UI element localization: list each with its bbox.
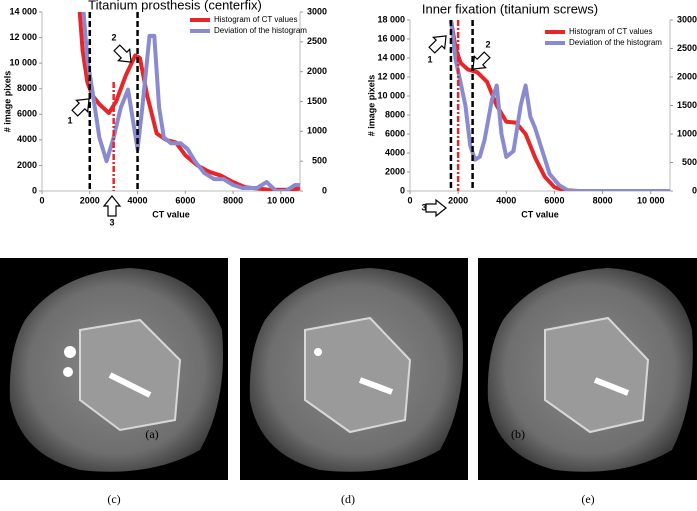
x-tick-label: 8000 [223,195,243,205]
ct-screw [358,377,394,395]
x-tick-label: 4000 [496,195,516,205]
y2-tick-label: 500 [682,157,697,167]
y-tick-label: 10 000 [9,58,37,68]
marker-arrow [102,195,122,217]
marker-label: 3 [109,217,114,227]
y2-tick-label: 0 [692,185,697,195]
y2-tick-label: 3000 [677,14,697,24]
caption: (c) [107,492,120,506]
ct-screw [108,372,152,398]
y-tick-label: 8000 [385,109,405,119]
ct-bone [544,316,650,434]
x-tick-label: 0 [407,195,412,205]
marker-arrow [472,51,491,70]
y-axis-label: # image pixels [2,71,12,133]
y2-tick-label: 1500 [677,100,697,110]
chart-title: Titanium prosthesis (centerfix) [88,0,262,12]
x-tick-label: 10 000 [637,195,665,205]
plot-area [77,12,300,191]
marker-arrow [71,98,90,117]
legend-label: Histogram of CT values [569,27,652,36]
y2-tick-label: 2000 [677,71,697,81]
legend-label: Deviation of the histogram [214,26,307,35]
ct-screw [593,377,630,396]
marker-arrow [425,198,447,218]
x-tick-label: 4000 [128,195,148,205]
y-tick-label: 0 [32,185,37,195]
series-line [81,12,300,191]
y-tick-label: 0 [400,185,405,195]
series-line [448,20,670,191]
marker-arrow [113,44,132,63]
x-tick-label: 0 [39,195,44,205]
y-tick-label: 16 000 [377,33,405,43]
legend-label: Histogram of CT values [214,15,297,24]
x-tick-label: 10 000 [267,195,295,205]
chart-title: Inner fixation (titanium screws) [422,1,598,16]
x-tick-label: 8000 [593,195,613,205]
y-tick-label: 8000 [17,83,37,93]
y-tick-label: 6000 [385,128,405,138]
y2-tick-label: 3000 [307,6,327,16]
caption: (b) [511,427,525,441]
x-axis-label: CT value [152,209,190,219]
marker-label: 2 [485,39,490,49]
y2-tick-label: 1000 [677,128,697,138]
marker-label: 1 [67,115,72,125]
y2-tick-label: 2500 [307,36,327,46]
caption: (e) [581,492,594,506]
plot-area [448,20,670,191]
ct-bone [79,318,182,432]
legend-label: Deviation of the histogram [569,38,662,47]
series-line [448,20,670,191]
y2-tick-label: 500 [312,156,327,166]
y2-tick-label: 1500 [307,96,327,106]
ct-bone [304,316,412,434]
ct-images [0,258,697,480]
ct-implant [314,348,322,356]
y-tick-label: 4000 [17,134,37,144]
y-tick-label: 2000 [17,160,37,170]
x-tick-label: 2000 [80,195,100,205]
y-tick-label: 18 000 [377,14,405,24]
y-tick-label: 12 000 [9,32,37,42]
caption: (d) [341,492,355,506]
x-tick-label: 2000 [448,195,468,205]
marker-arrow [428,35,447,54]
y-tick-label: 12 000 [377,71,405,81]
ct-implant [64,346,76,358]
x-axis-label: CT value [521,209,559,219]
marker-label: 1 [427,54,432,64]
y-tick-label: 2000 [385,166,405,176]
marker-label: 3 [421,202,426,212]
y-tick-label: 4000 [385,147,405,157]
ct-implant [63,367,73,377]
y2-tick-label: 1000 [307,126,327,136]
caption: (a) [145,427,158,441]
y-tick-label: 6000 [17,109,37,119]
y2-tick-label: 2500 [677,43,697,53]
y-tick-label: 10 000 [377,90,405,100]
y2-tick-label: 0 [322,185,327,195]
marker-label: 2 [111,32,116,42]
y2-tick-label: 2000 [307,66,327,76]
x-tick-label: 6000 [544,195,564,205]
y-axis-label: # image pixels [366,75,376,137]
y-tick-label: 14 000 [377,52,405,62]
x-tick-label: 6000 [175,195,195,205]
y-tick-label: 14 000 [9,6,37,16]
